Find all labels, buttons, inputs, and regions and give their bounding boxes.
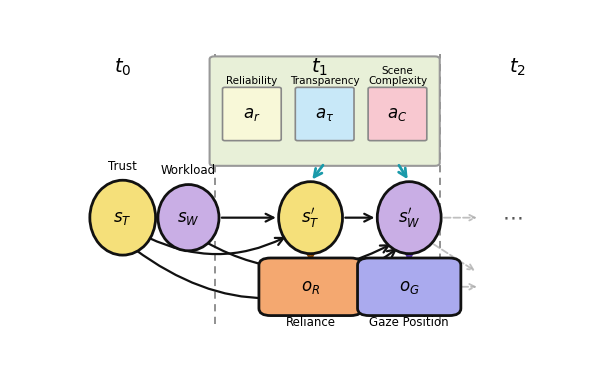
Text: Transparency: Transparency <box>290 77 359 86</box>
Ellipse shape <box>279 182 342 254</box>
Text: $a_C$: $a_C$ <box>387 105 408 123</box>
Text: Workload: Workload <box>161 164 216 177</box>
Text: $s_T'$: $s_T'$ <box>301 206 320 230</box>
Text: $t_1$: $t_1$ <box>311 56 328 78</box>
Text: $o_R$: $o_R$ <box>301 278 320 296</box>
Text: $t_0$: $t_0$ <box>114 56 132 78</box>
FancyBboxPatch shape <box>368 88 427 141</box>
Text: $a_r$: $a_r$ <box>243 105 261 123</box>
Text: Gaze Position: Gaze Position <box>370 316 449 329</box>
Text: $s_W'$: $s_W'$ <box>398 206 421 230</box>
Text: Reliance: Reliance <box>285 316 336 329</box>
Text: Trust: Trust <box>108 160 137 173</box>
FancyBboxPatch shape <box>259 258 362 316</box>
Text: $\cdots$: $\cdots$ <box>502 208 523 228</box>
Text: $a_{\tau}$: $a_{\tau}$ <box>315 105 335 123</box>
Ellipse shape <box>158 184 219 251</box>
Text: Scene
Complexity: Scene Complexity <box>368 66 427 86</box>
FancyBboxPatch shape <box>295 88 354 141</box>
Ellipse shape <box>378 182 441 254</box>
Ellipse shape <box>90 180 156 255</box>
FancyBboxPatch shape <box>210 56 440 166</box>
FancyBboxPatch shape <box>222 88 281 141</box>
Text: $o_G$: $o_G$ <box>399 278 419 296</box>
Text: $s_T$: $s_T$ <box>113 209 132 227</box>
Text: Reliability: Reliability <box>226 77 278 86</box>
Text: $t_2$: $t_2$ <box>509 56 525 78</box>
Text: $s_W$: $s_W$ <box>177 209 200 227</box>
FancyBboxPatch shape <box>358 258 461 316</box>
